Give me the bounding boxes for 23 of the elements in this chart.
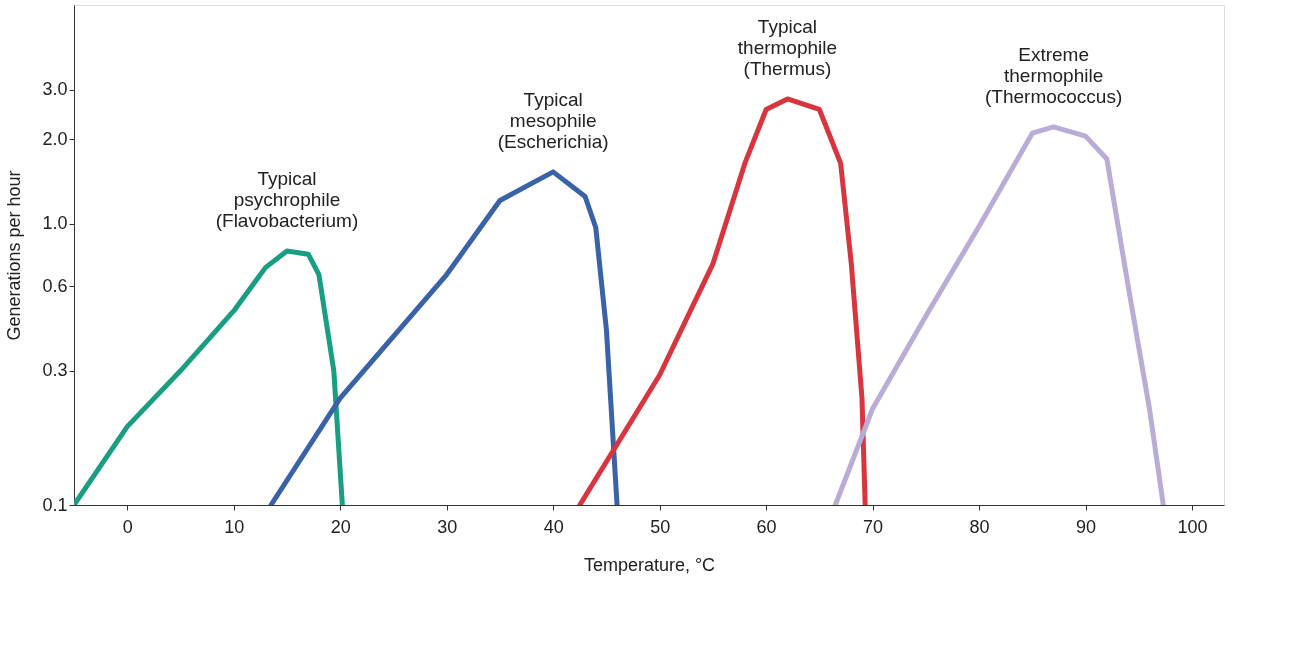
x-tick-label: 100 xyxy=(1177,516,1208,537)
y-axis-title: Generations per hour xyxy=(4,170,25,341)
x-tick-label: 30 xyxy=(437,516,458,537)
text: Typical psychrophile (Flavobacterium) xyxy=(215,168,359,232)
y-tick-label: 0.6 xyxy=(42,275,68,296)
x-tick-label: 10 xyxy=(224,516,245,537)
x-tick-label: 80 xyxy=(969,516,990,537)
y-tick-label: 0.1 xyxy=(42,494,68,515)
text: Extreme thermophile (Thermococcus) xyxy=(985,43,1123,107)
series-label: Typical thermophile (Thermus) xyxy=(737,15,838,79)
x-tick-label: 90 xyxy=(1076,516,1097,537)
x-tick-label: 60 xyxy=(756,516,777,537)
x-tick-label: 70 xyxy=(863,516,884,537)
x-tick-label: 40 xyxy=(543,516,564,537)
x-tick-label: 20 xyxy=(330,516,351,537)
y-tick-label: 3.0 xyxy=(42,79,68,100)
y-tick-label: 0.3 xyxy=(42,360,68,381)
x-tick-label: 50 xyxy=(650,516,671,537)
x-axis-title: Temperature, °C xyxy=(583,554,716,575)
text: Typical mesophile (Escherichia) xyxy=(497,88,609,152)
y-tick-label: 1.0 xyxy=(42,213,68,234)
y-tick-label: 2.0 xyxy=(42,128,68,149)
x-tick-label: 0 xyxy=(122,516,133,537)
